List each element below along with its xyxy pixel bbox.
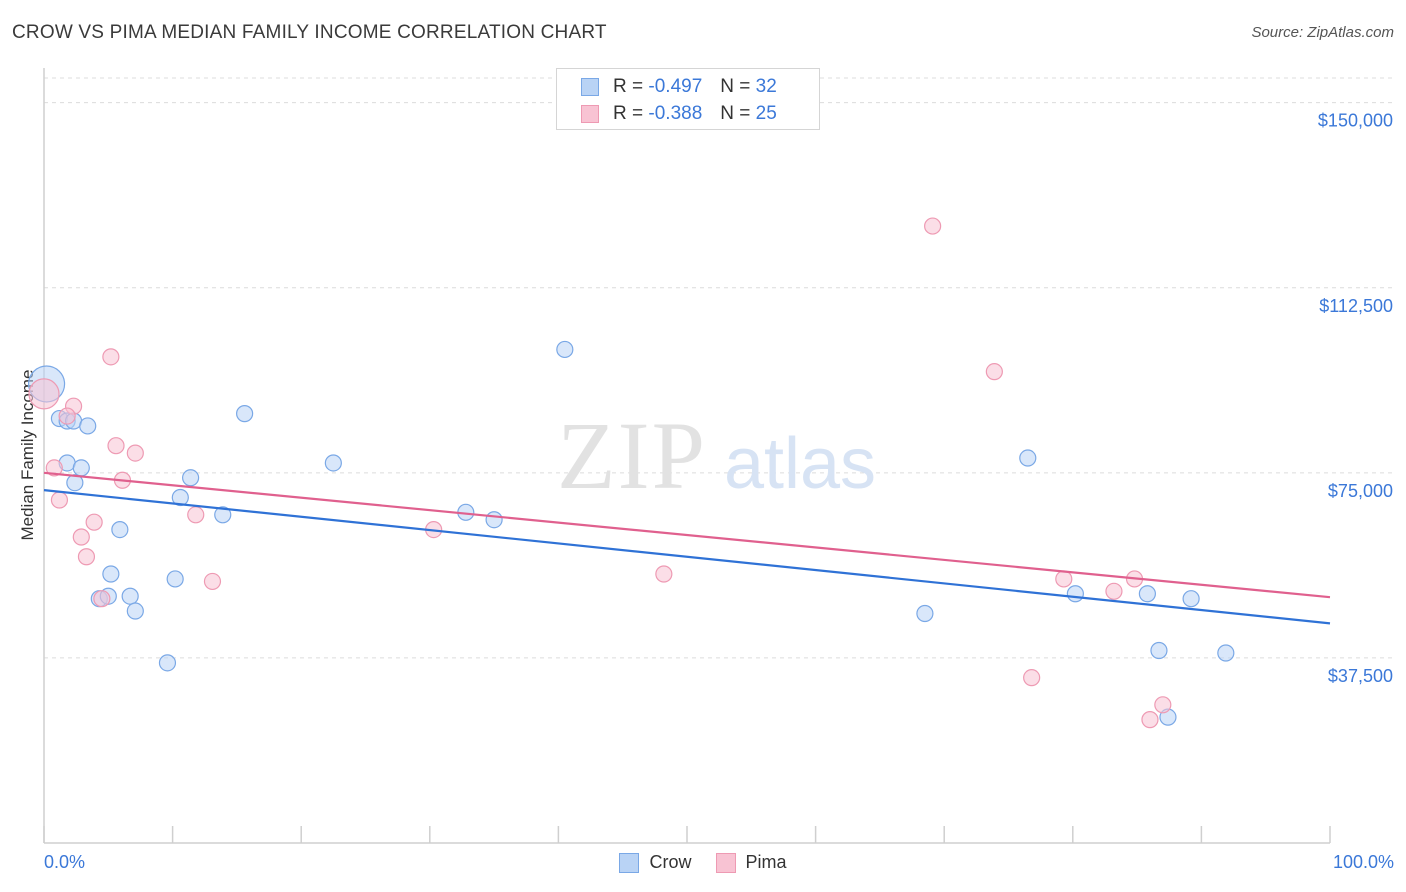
pima-point (102, 348, 120, 366)
pima-point (1154, 696, 1172, 714)
crow-point (166, 570, 184, 588)
crow-point (1138, 585, 1156, 603)
pima-point (72, 528, 90, 546)
correlation-legend: R = -0.497 N = 32 R = -0.388 N = 25 (556, 68, 820, 130)
watermark: ZIP atlas (557, 402, 876, 509)
watermark-atlas: atlas (724, 424, 876, 504)
pima-point (655, 565, 673, 583)
pima-swatch (581, 105, 599, 123)
crow-point (324, 454, 342, 472)
chart-title: CROW VS PIMA MEDIAN FAMILY INCOME CORREL… (12, 22, 607, 43)
pima-point (93, 590, 111, 608)
crow-point (66, 474, 84, 492)
crow-trend-line (43, 489, 1331, 625)
pima-point (187, 506, 205, 524)
pima-point (1023, 669, 1041, 687)
pima-point (85, 513, 103, 531)
crow-point (111, 520, 129, 539)
crow-point (1019, 449, 1037, 467)
crow-r-label: R = (613, 76, 644, 97)
pima-legend-swatch (715, 852, 736, 873)
crow-point (916, 604, 934, 623)
crow-r-value: -0.497 (648, 76, 703, 97)
pima-trend-line (43, 471, 1331, 599)
pima-r-label: R = (613, 103, 644, 124)
crow-point (485, 511, 503, 529)
trend-lines (43, 471, 1331, 625)
pima-point (126, 444, 144, 462)
legend-row-crow: R = -0.497 N = 32 (581, 75, 777, 99)
crow-point (1150, 641, 1168, 660)
crow-point (126, 602, 144, 620)
crow-point (556, 340, 574, 359)
pima-point (1141, 711, 1159, 729)
crow-point (214, 506, 232, 524)
pima-point (107, 437, 125, 455)
crow-point (72, 459, 90, 477)
series-legend: Crow Pima (0, 852, 1406, 873)
y-tick-label: $75,000 (1328, 481, 1393, 501)
pima-point (28, 378, 60, 410)
pima-point (985, 363, 1003, 381)
pima-point (58, 407, 76, 425)
y-tick-label: $112,500 (1319, 296, 1393, 316)
pima-point (924, 217, 942, 235)
crow-point (236, 405, 254, 423)
crow-swatch (581, 78, 599, 96)
pima-point (45, 459, 63, 477)
pima-point (1055, 570, 1073, 588)
axes (43, 68, 1331, 844)
pima-n-label: N = (720, 103, 751, 124)
crow-point (158, 654, 177, 672)
grid-lines (44, 77, 1395, 659)
legend-item-pima: Pima (715, 852, 787, 873)
watermark-zip: ZIP (557, 402, 707, 509)
legend-item-crow: Crow (619, 852, 692, 873)
crow-point (182, 469, 200, 487)
y-tick-labels: $37,500 $75,000 $112,500 $150,000 (1318, 111, 1393, 686)
pima-point (1105, 582, 1123, 600)
pima-points (28, 217, 1172, 729)
crow-point (79, 417, 97, 435)
crow-points (27, 340, 1235, 726)
pima-point (77, 548, 96, 566)
crow-point (102, 565, 120, 583)
crow-legend-label: Crow (649, 852, 692, 872)
crow-point (121, 587, 139, 605)
pima-n-value: 25 (755, 103, 777, 124)
pima-point (50, 491, 69, 509)
x-tick-max: 100.0% (1332, 852, 1394, 872)
crow-legend-swatch (619, 852, 640, 873)
crow-point (1066, 585, 1084, 603)
pima-legend-label: Pima (745, 852, 787, 872)
crow-n-value: 32 (755, 76, 777, 97)
crow-point (171, 488, 189, 507)
pima-r-value: -0.388 (648, 103, 703, 124)
crow-n-label: N = (720, 76, 751, 97)
x-tick-min: 0.0% (44, 852, 86, 872)
crow-point (1182, 590, 1200, 608)
y-tick-label: $150,000 (1318, 111, 1393, 131)
source-label: Source: ZipAtlas.com (1251, 24, 1394, 41)
pima-point (203, 572, 222, 591)
legend-row-pima: R = -0.388 N = 25 (581, 102, 777, 126)
y-tick-label: $37,500 (1328, 666, 1393, 686)
crow-point (1217, 644, 1235, 662)
